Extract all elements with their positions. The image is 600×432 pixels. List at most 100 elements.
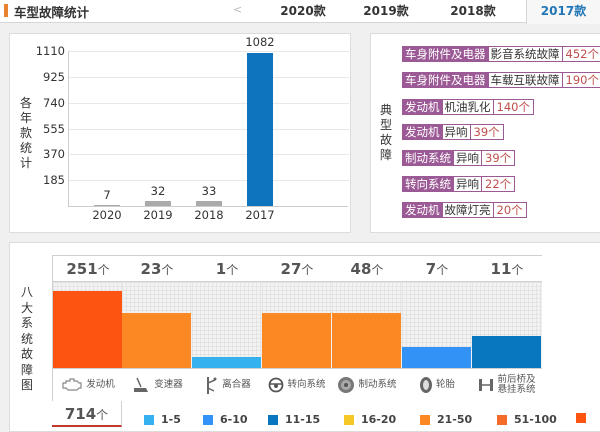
column-name: 轮胎 [436,380,455,390]
legend-label: 51-100 [514,413,557,426]
system-column-suspension[interactable]: 11个 前后桥及悬挂系统 [472,255,542,401]
ylabel-char: 八 [21,285,35,301]
steering-wheel-icon [268,377,284,393]
count-number: 48 [351,260,372,278]
fault-count: 452个 [563,46,600,62]
column-name: 转向系统 [287,380,325,390]
fault-count: 22个 [482,176,515,192]
typical-faults-panel: 典 型 故 障 车身附件及电器 影音系统故障 452个 车身附件及电器 车载互联… [370,33,600,233]
fault-name: 异响 [454,150,482,166]
gridline [69,77,349,78]
bar-tires[interactable] [402,347,471,368]
legend-swatch [420,415,430,425]
count-number: 11 [491,260,512,278]
ytick: 1110 [25,44,65,58]
system-column-brakes[interactable]: 48个 制动系统 [332,255,402,401]
fault-item[interactable]: 车身附件及电器 车载互联故障 190个 [402,72,600,88]
tab-2017[interactable]: 2017款 [526,0,600,24]
gridline [69,154,349,155]
fault-count: 140个 [494,99,534,115]
fault-item[interactable]: 转向系统 异响 22个 [402,176,515,192]
ylabel-char: 统 [21,332,35,348]
count-unit: 个 [436,263,448,277]
ylabel-char: 障 [21,363,35,379]
legend-item: 1-5 [144,413,181,426]
fault-category: 制动系统 [402,150,454,166]
fault-item[interactable]: 制动系统 异响 39个 [402,150,515,166]
column-bar-area [122,282,192,368]
column-count: 11个 [472,255,542,282]
fault-name: 异响 [443,124,471,140]
fault-item[interactable]: 发动机 故障灯亮 20个 [402,202,527,218]
section-header: 车型故障统计 < 2020款 2019款 2018款 2017款 [0,0,600,23]
fault-name: 车载互联故障 [489,72,563,88]
system-column-transmission[interactable]: 23个 变速器 [122,255,192,401]
bar-2018[interactable] [196,201,222,206]
total-unit: 个 [96,408,108,422]
fault-category: 转向系统 [402,176,454,192]
bar-2020[interactable] [94,205,120,206]
fault-item[interactable]: 发动机 机油乳化 140个 [402,99,534,115]
fault-count: 39个 [471,124,504,140]
column-count: 27个 [262,255,332,282]
column-count: 7个 [402,255,472,282]
column-bar-area [53,282,123,368]
bar-steering[interactable] [262,313,331,368]
count-number: 1 [216,260,226,278]
fault-item[interactable]: 发动机 异响 39个 [402,124,504,140]
system-column-engine[interactable]: 251个 发动机 [52,255,122,401]
count-number: 27 [281,260,302,278]
gridline [69,180,349,181]
ylabel-char: 系 [21,316,35,332]
label-char: 故 [380,133,394,148]
prev-arrow-icon[interactable]: < [233,3,242,16]
bar-suspension[interactable] [472,336,541,368]
tab-2018[interactable]: 2018款 [442,0,504,23]
column-label: 离合器 [192,368,262,401]
label-char: 典 [380,103,394,118]
bar-brakes[interactable] [332,313,401,368]
legend-label: 11-15 [285,413,320,426]
legend-item [576,413,593,423]
fault-count: 190个 [563,72,600,88]
legend-swatch [576,413,586,423]
bar-value-2019: 32 [133,184,183,198]
column-label: 轮胎 [402,368,472,401]
ylabel-char: 故 [21,347,35,363]
legend-swatch [344,415,354,425]
bar-value-2018: 33 [184,184,234,198]
bar-2017[interactable] [247,53,273,206]
bar-transmission[interactable] [122,313,191,368]
bar-2019[interactable] [145,201,171,206]
legend-label: 6-10 [220,413,248,426]
count-unit: 个 [371,263,383,277]
legend-swatch [497,415,507,425]
fault-name: 异响 [454,176,482,192]
count-number: 23 [141,260,162,278]
bar-clutch[interactable] [192,357,261,368]
system-column-tires[interactable]: 7个 轮胎 [402,255,472,401]
system-column-clutch[interactable]: 1个 离合器 [192,255,262,401]
ylabel-char: 图 [21,378,35,394]
tab-2020[interactable]: 2020款 [272,0,334,23]
tab-2019[interactable]: 2019款 [356,0,416,23]
fault-count: 39个 [482,150,515,166]
total-count: 714个 [52,401,122,427]
fault-item[interactable]: 车身附件及电器 影音系统故障 452个 [402,46,600,62]
total-number: 714 [65,405,96,423]
gridline [69,129,349,130]
fault-count: 20个 [494,202,527,218]
column-label: 发动机 [53,368,123,401]
ytick: 370 [25,147,65,161]
column-name: 离合器 [222,380,251,390]
label-char: 障 [380,148,394,163]
bar-engine[interactable] [53,291,122,368]
fault-category: 车身附件及电器 [402,46,489,62]
ytick: 185 [25,173,65,187]
column-label: 转向系统 [262,368,332,401]
system-column-steering[interactable]: 27个 转向系统 [262,255,332,401]
legend-label: 21-50 [437,413,472,426]
column-count: 48个 [332,255,402,282]
bar-value-2020: 7 [82,188,132,202]
fault-name: 故障灯亮 [443,202,494,218]
